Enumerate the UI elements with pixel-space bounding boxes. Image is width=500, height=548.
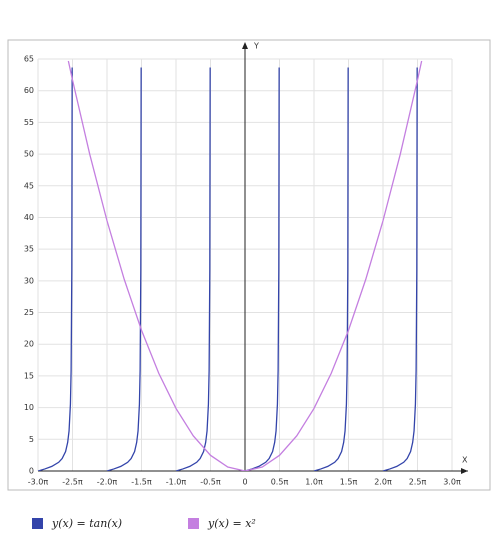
y-tick-label: 35 (24, 245, 34, 254)
y-tick-label: 10 (24, 403, 34, 412)
series-group (38, 67, 418, 471)
legend-swatch (188, 518, 199, 529)
x-tick-label: 3.0π (443, 478, 461, 487)
y-tick-label: 40 (24, 213, 34, 222)
y-tick-label: 45 (24, 181, 34, 190)
x-tick-label: 0.5π (271, 478, 289, 487)
x-tick-label: -3.0π (28, 478, 49, 487)
x-tick-label: -2.0π (97, 478, 118, 487)
x-tick-label: 1.5π (340, 478, 358, 487)
y-axis-arrow (242, 42, 248, 49)
y-tick-label: 5 (29, 435, 34, 444)
x-tick-label: -1.0π (166, 478, 187, 487)
x-tick-label: 2.5π (409, 478, 427, 487)
x-axis-label: X (462, 456, 468, 465)
chart-frame (7, 39, 491, 491)
series-line (38, 67, 418, 471)
x-tick-label: -1.5π (131, 478, 152, 487)
x-tick-label: 2.0π (374, 478, 392, 487)
legend-swatch (32, 518, 43, 529)
y-tick-label: 20 (24, 340, 34, 349)
series-line (67, 60, 423, 471)
y-tick-label: 15 (24, 371, 34, 380)
y-tick-label: 60 (24, 86, 34, 95)
y-tick-label: 25 (24, 308, 34, 317)
y-tick-label: 50 (24, 150, 34, 159)
legend-label: y(x) = x² (207, 517, 256, 530)
x-tick-label: -2.5π (62, 478, 83, 487)
y-tick-label: 65 (24, 55, 34, 64)
legend-label: y(x) = tan(x) (51, 517, 122, 530)
x-axis-arrow (461, 468, 468, 474)
x-tick-label: -0.5π (200, 478, 221, 487)
y-tick-label: 30 (24, 276, 34, 285)
series-group (67, 60, 423, 471)
y-tick-label: 55 (24, 118, 34, 127)
y-axis-label: Y (253, 42, 259, 51)
x-tick-label: 1.0π (305, 478, 323, 487)
x-tick-label: 0 (242, 478, 247, 487)
y-tick-label: 0 (29, 467, 34, 476)
